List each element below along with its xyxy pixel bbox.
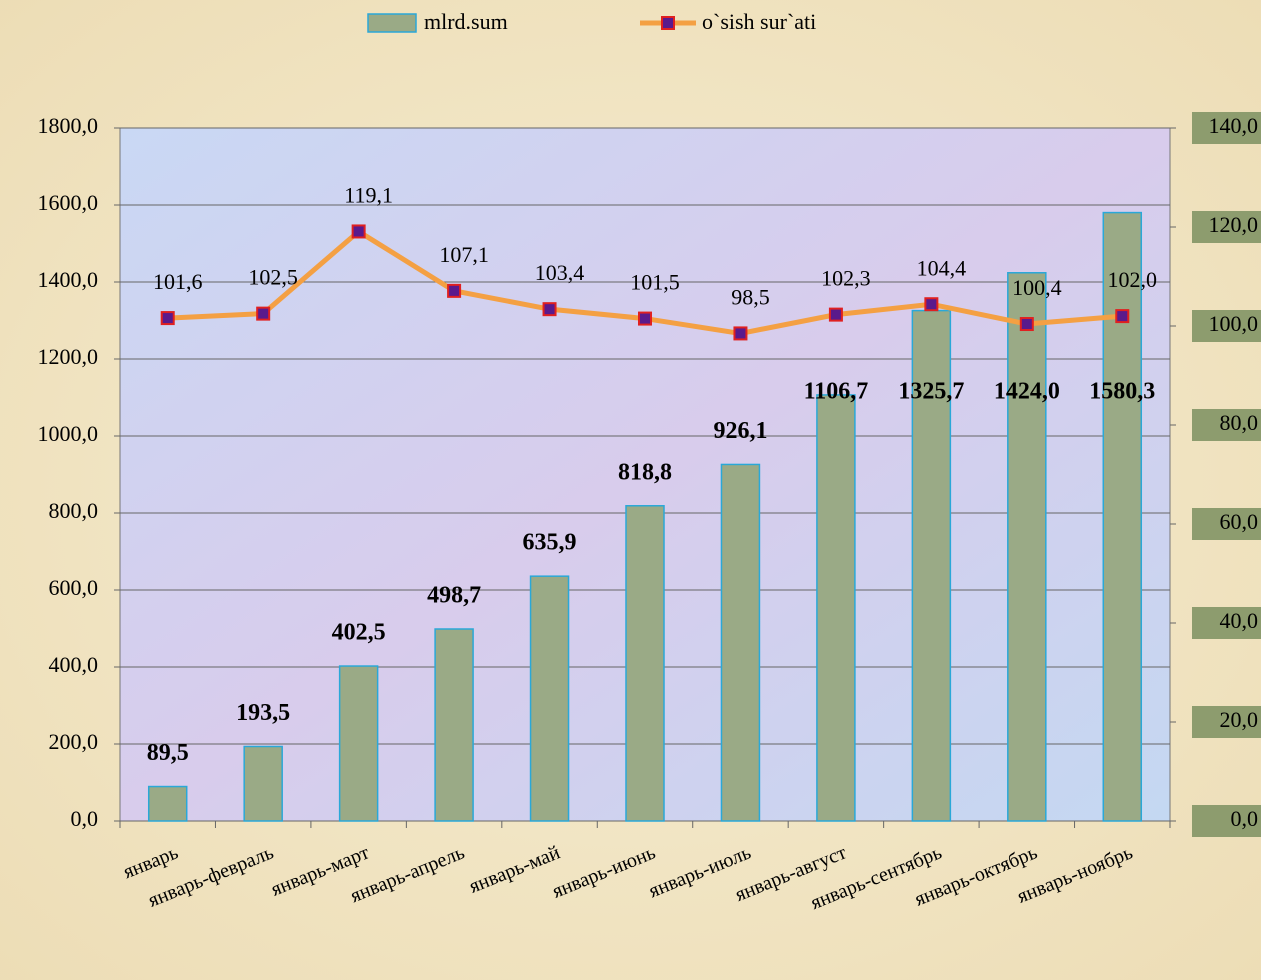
y2-tick-bg <box>1192 112 1261 144</box>
y-tick-label: 600,0 <box>49 575 99 600</box>
y2-tick-label: 0,0 <box>1231 806 1259 831</box>
legend-label: o`sish sur`ati <box>702 9 816 34</box>
line-marker <box>447 283 462 298</box>
line-value-label: 101,5 <box>630 270 680 295</box>
line-marker <box>256 306 271 321</box>
bar-value-label: 1424,0 <box>994 379 1060 405</box>
line-value-label: 107,1 <box>439 242 489 267</box>
bar <box>816 394 856 822</box>
y-tick-label: 200,0 <box>49 729 99 754</box>
y2-tick-label: 140,0 <box>1209 113 1259 138</box>
bar <box>625 505 665 822</box>
line-marker <box>733 326 748 341</box>
line-value-label: 102,3 <box>821 266 871 291</box>
legend-label: mlrd.sum <box>424 9 508 34</box>
y2-tick-label: 60,0 <box>1220 509 1259 534</box>
y2-tick-bg <box>1192 706 1261 738</box>
bar <box>338 665 379 822</box>
y-tick-label: 1200,0 <box>38 344 99 369</box>
bar-value-label: 926,1 <box>713 418 767 444</box>
line-marker <box>1115 309 1130 324</box>
line-marker <box>351 224 366 239</box>
y-tick-label: 1400,0 <box>38 267 99 292</box>
bar-value-label: 1106,7 <box>804 379 869 405</box>
line-marker <box>542 302 557 317</box>
y2-tick-label: 40,0 <box>1220 608 1259 633</box>
bar-value-label: 498,7 <box>427 583 481 609</box>
y-tick-label: 1800,0 <box>38 113 99 138</box>
line-value-label: 102,5 <box>248 265 298 290</box>
y2-tick-bg <box>1192 805 1261 837</box>
legend-marker <box>661 16 675 30</box>
y2-tick-bg <box>1192 409 1261 441</box>
line-value-label: 100,4 <box>1012 275 1062 300</box>
line-marker <box>828 307 843 322</box>
y-tick-label: 400,0 <box>49 652 99 677</box>
bar <box>243 745 283 822</box>
line-value-label: 119,1 <box>344 183 393 208</box>
bar <box>911 309 952 822</box>
bar-value-label: 193,5 <box>236 700 290 726</box>
bar-value-label: 818,8 <box>618 459 672 485</box>
y2-tick-label: 100,0 <box>1209 311 1259 336</box>
bar-value-label: 1580,3 <box>1089 379 1155 405</box>
line-value-label: 104,4 <box>917 255 967 280</box>
line-value-label: 103,4 <box>535 260 585 285</box>
y2-tick-bg <box>1192 211 1261 243</box>
y-tick-label: 0,0 <box>71 806 99 831</box>
y2-tick-bg <box>1192 310 1261 342</box>
y2-tick-bg <box>1192 508 1261 540</box>
y2-tick-label: 120,0 <box>1209 212 1259 237</box>
line-marker <box>638 311 652 326</box>
line-value-label: 102,0 <box>1108 267 1158 292</box>
line-marker <box>924 297 939 312</box>
bar <box>434 628 474 822</box>
legend-swatch <box>367 13 417 33</box>
bar <box>147 785 188 822</box>
y-tick-label: 1600,0 <box>38 190 99 215</box>
bar <box>529 575 570 822</box>
y-tick-label: 800,0 <box>49 498 99 523</box>
bar-value-label: 635,9 <box>523 530 577 556</box>
y2-tick-label: 20,0 <box>1220 707 1259 732</box>
bar-value-label: 1325,7 <box>898 379 964 405</box>
y-tick-label: 1000,0 <box>38 421 99 446</box>
y2-tick-label: 80,0 <box>1220 410 1259 435</box>
y2-tick-bg <box>1192 607 1261 639</box>
bar <box>1007 272 1047 822</box>
line-value-label: 98,5 <box>731 284 770 309</box>
bar-value-label: 402,5 <box>332 620 386 646</box>
line-marker <box>1019 317 1034 332</box>
bar <box>1102 211 1143 822</box>
bar-value-label: 89,5 <box>147 740 189 766</box>
bar <box>720 463 761 822</box>
line-marker <box>160 311 175 326</box>
line-value-label: 101,6 <box>153 269 203 294</box>
